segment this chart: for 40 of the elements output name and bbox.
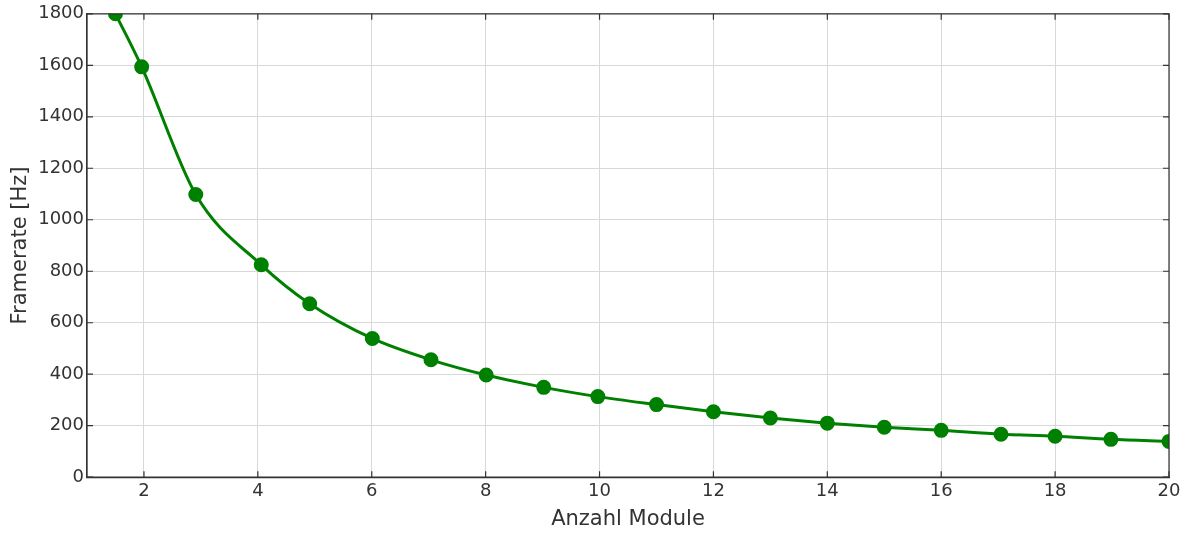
x-tick-label: 8 — [479, 478, 492, 500]
point — [819, 415, 835, 431]
point — [253, 257, 269, 273]
point — [302, 296, 318, 312]
x-tick-label: 2 — [138, 478, 150, 500]
point — [590, 389, 606, 405]
y-tick-label: 400 — [49, 361, 85, 383]
y-tick-label: 0 — [72, 464, 85, 486]
point — [478, 367, 494, 383]
y-tick-label: 1400 — [38, 104, 85, 126]
x-axis-title: Anzahl Module — [551, 505, 705, 530]
point — [933, 422, 949, 438]
x-tick-label: 16 — [929, 478, 953, 500]
point — [876, 419, 892, 435]
point — [705, 404, 721, 420]
point — [188, 187, 204, 203]
x-tick-label: 4 — [252, 478, 264, 500]
y-tick-label: 800 — [49, 258, 85, 280]
x-tick-label: 6 — [366, 478, 378, 500]
point — [536, 379, 552, 395]
point — [134, 59, 150, 75]
y-tick-label: 1800 — [38, 1, 85, 23]
point — [423, 352, 439, 368]
point — [364, 330, 380, 346]
y-tick-label: 600 — [49, 310, 85, 332]
point — [1103, 431, 1119, 447]
x-tick-label: 20 — [1157, 478, 1181, 500]
y-tick-label: 1600 — [38, 52, 85, 74]
y-axis-title: Framerate [Hz] — [7, 166, 32, 325]
x-tick-label: 12 — [701, 478, 725, 500]
point — [762, 410, 778, 426]
y-tick-label: 1200 — [38, 155, 85, 177]
point — [648, 397, 664, 413]
x-tick-label: 18 — [1043, 478, 1067, 500]
y-tick-label: 1000 — [38, 207, 85, 229]
point — [1047, 428, 1063, 444]
point — [993, 426, 1009, 442]
x-tick-label: 14 — [815, 478, 839, 500]
x-tick-label: 10 — [588, 478, 611, 500]
y-tick-label: 200 — [49, 413, 85, 435]
